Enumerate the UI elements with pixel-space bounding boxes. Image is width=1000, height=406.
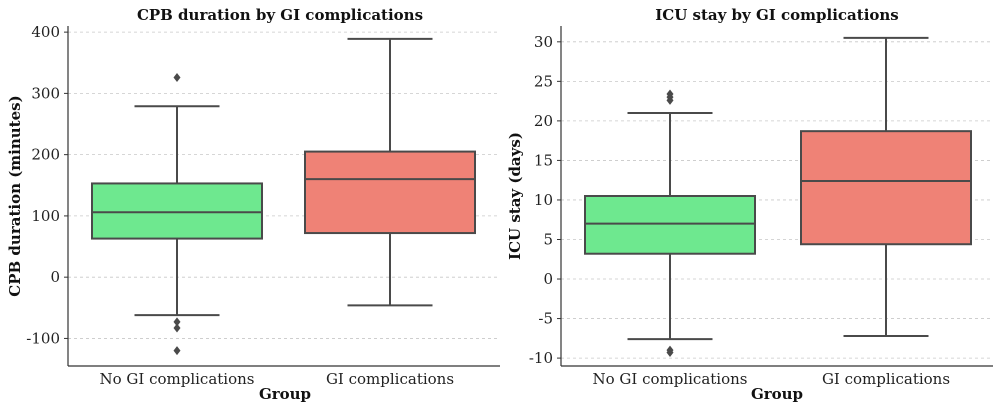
y-axis-label: CPB duration (minutes)	[6, 95, 24, 296]
chart-panel-2: 30 25 20 15 10 5 0 -5 -10 No GI complications GI c…	[506, 6, 993, 403]
y-axis-label: ICU stay (days)	[506, 132, 524, 260]
outlier-point	[666, 348, 674, 358]
iqr-box	[584, 195, 756, 255]
x-tick-label: No GI complications	[99, 370, 254, 388]
y-tick-label: 30	[534, 33, 553, 51]
y-tick-label: 0	[543, 270, 553, 288]
y-tick-label: -5	[538, 310, 553, 328]
x-tick-label: No GI complications	[592, 370, 747, 388]
x-axis-label: Group	[259, 385, 311, 403]
iqr-box	[304, 150, 476, 235]
chart-title: ICU stay by GI complications	[655, 6, 899, 24]
iqr-box	[800, 130, 972, 246]
x-tick-label: GI complications	[326, 370, 454, 388]
outlier-point	[173, 72, 181, 82]
y-tick-label: 25	[534, 72, 553, 90]
y-tick-label: 200	[31, 146, 60, 164]
y-tick-label: 20	[534, 112, 553, 130]
outlier-point	[173, 323, 181, 333]
chart-title: CPB duration by GI complications	[137, 6, 423, 24]
x-tick-label: GI complications	[822, 370, 950, 388]
iqr-box	[91, 182, 263, 240]
outlier-point	[666, 89, 674, 99]
y-tick-label: 100	[31, 207, 60, 225]
y-tick-label: 15	[534, 151, 553, 169]
outlier-point	[173, 317, 181, 327]
box-gi-complications	[800, 36, 972, 337]
box-no-gi-complications	[584, 89, 756, 358]
y-tick-label: -100	[26, 329, 60, 347]
y-tick-label: -10	[529, 349, 553, 367]
y-tick-label: 5	[543, 230, 553, 248]
y-tick-label: 300	[31, 84, 60, 102]
y-tick-label: 0	[50, 268, 60, 286]
y-tick-label: 400	[31, 23, 60, 41]
chart-panel-1: 400 300 200 100 0 -100 No GI complications GI c…	[6, 6, 500, 403]
outlier-point	[173, 346, 181, 356]
box-no-gi-complications	[91, 72, 263, 356]
box-gi-complications	[304, 37, 476, 307]
y-tick-label: 10	[534, 191, 553, 209]
x-axis-label: Group	[751, 385, 803, 403]
